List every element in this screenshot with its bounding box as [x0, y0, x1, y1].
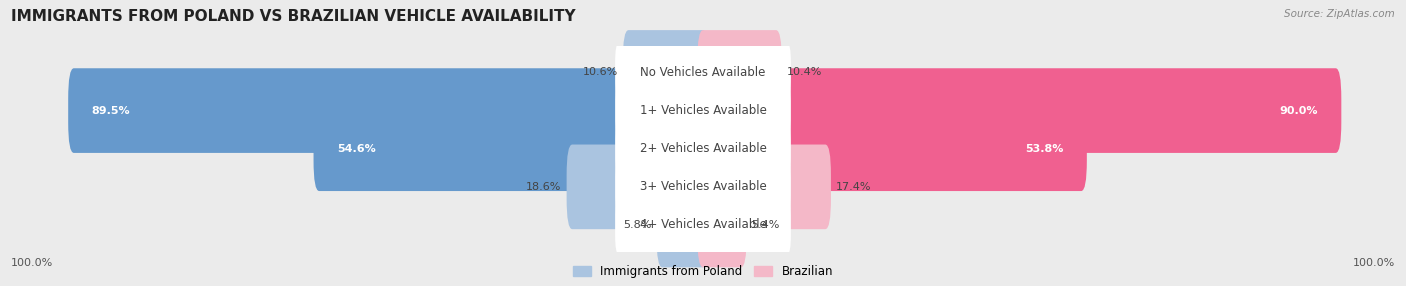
- Text: 100.0%: 100.0%: [1353, 258, 1395, 268]
- FancyBboxPatch shape: [616, 158, 790, 216]
- Text: 1+ Vehicles Available: 1+ Vehicles Available: [640, 104, 766, 117]
- FancyBboxPatch shape: [314, 106, 709, 191]
- Text: 18.6%: 18.6%: [526, 182, 562, 192]
- FancyBboxPatch shape: [623, 30, 709, 115]
- Text: 17.4%: 17.4%: [835, 182, 872, 192]
- Text: 10.6%: 10.6%: [582, 67, 619, 78]
- FancyBboxPatch shape: [616, 43, 790, 102]
- Text: 3+ Vehicles Available: 3+ Vehicles Available: [640, 180, 766, 193]
- FancyBboxPatch shape: [657, 183, 709, 267]
- FancyBboxPatch shape: [0, 0, 1406, 186]
- FancyBboxPatch shape: [616, 82, 790, 140]
- Text: 5.4%: 5.4%: [752, 220, 780, 230]
- FancyBboxPatch shape: [697, 106, 1087, 191]
- FancyBboxPatch shape: [0, 0, 1406, 225]
- FancyBboxPatch shape: [0, 35, 1406, 263]
- FancyBboxPatch shape: [697, 30, 782, 115]
- Text: 5.8%: 5.8%: [623, 220, 652, 230]
- FancyBboxPatch shape: [0, 73, 1406, 286]
- Text: 90.0%: 90.0%: [1279, 106, 1319, 116]
- FancyBboxPatch shape: [697, 183, 747, 267]
- Text: 2+ Vehicles Available: 2+ Vehicles Available: [640, 142, 766, 155]
- Text: 4+ Vehicles Available: 4+ Vehicles Available: [640, 219, 766, 231]
- Text: IMMIGRANTS FROM POLAND VS BRAZILIAN VEHICLE AVAILABILITY: IMMIGRANTS FROM POLAND VS BRAZILIAN VEHI…: [11, 9, 576, 23]
- FancyBboxPatch shape: [69, 68, 709, 153]
- FancyBboxPatch shape: [697, 144, 831, 229]
- Text: 10.4%: 10.4%: [787, 67, 823, 78]
- Text: 100.0%: 100.0%: [11, 258, 53, 268]
- Text: 89.5%: 89.5%: [91, 106, 129, 116]
- Text: 53.8%: 53.8%: [1025, 144, 1064, 154]
- FancyBboxPatch shape: [567, 144, 709, 229]
- FancyBboxPatch shape: [0, 111, 1406, 286]
- Legend: Immigrants from Poland, Brazilian: Immigrants from Poland, Brazilian: [571, 262, 835, 280]
- FancyBboxPatch shape: [616, 196, 790, 254]
- Text: 54.6%: 54.6%: [337, 144, 375, 154]
- FancyBboxPatch shape: [697, 68, 1341, 153]
- Text: No Vehicles Available: No Vehicles Available: [640, 66, 766, 79]
- Text: Source: ZipAtlas.com: Source: ZipAtlas.com: [1284, 9, 1395, 19]
- FancyBboxPatch shape: [616, 120, 790, 178]
